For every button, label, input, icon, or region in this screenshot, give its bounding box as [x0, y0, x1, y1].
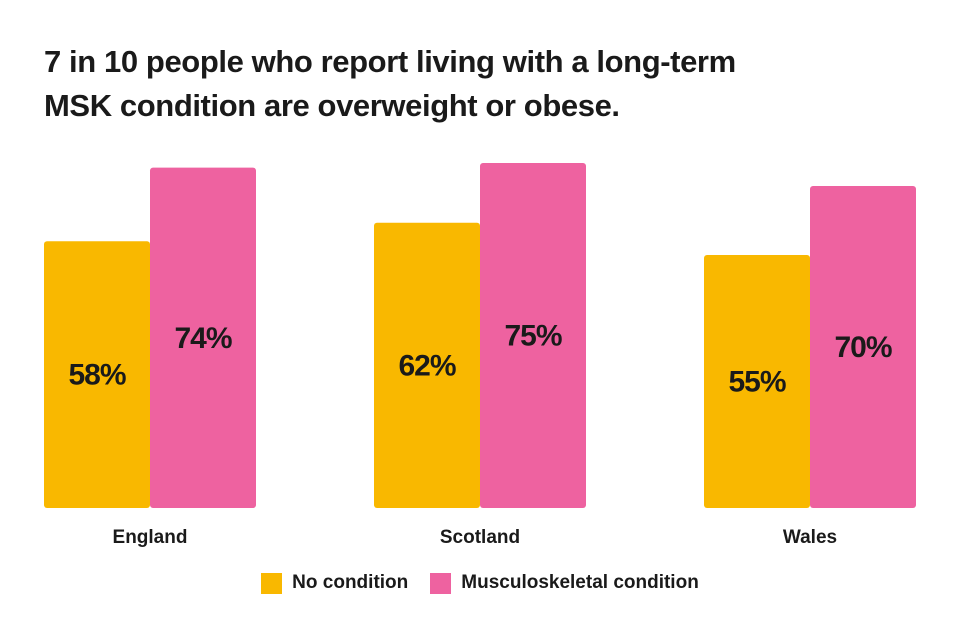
legend-label-no-condition: No condition: [292, 572, 409, 593]
bar-scotland-msk-condition: [480, 163, 586, 508]
data-label-england-msk-condition: 74%: [174, 322, 231, 355]
bar-wales-no-condition: [704, 255, 810, 508]
legend-item-msk-condition: Musculoskeletal condition: [430, 572, 699, 594]
chart-title-line-1: 7 in 10 people who report living with a …: [44, 44, 736, 79]
bar-scotland-no-condition: [374, 222, 480, 509]
data-label-wales-no-condition: 55%: [728, 366, 785, 399]
chart-legend: No condition Musculoskeletal condition: [0, 572, 960, 594]
bar-wales-msk-condition: [810, 186, 916, 508]
legend-item-no-condition: No condition: [261, 572, 408, 594]
legend-swatch-no-condition: [261, 572, 283, 594]
data-label-wales-msk-condition: 70%: [834, 331, 891, 364]
category-label-england: England: [113, 527, 188, 548]
legend-swatch-msk-condition: [430, 572, 452, 594]
category-label-wales: Wales: [783, 527, 837, 548]
bar-england-msk-condition: [150, 167, 256, 508]
category-label-scotland: Scotland: [440, 527, 520, 548]
data-label-scotland-no-condition: 62%: [398, 349, 455, 382]
data-label-england-no-condition: 58%: [68, 359, 125, 392]
bar-england-no-condition: [44, 241, 150, 508]
chart-title: 7 in 10 people who report living with a …: [44, 40, 924, 128]
data-label-scotland-msk-condition: 75%: [504, 320, 561, 353]
chart-title-line-2: MSK condition are overweight or obese.: [44, 88, 620, 123]
legend-label-msk-condition: Musculoskeletal condition: [461, 572, 699, 593]
